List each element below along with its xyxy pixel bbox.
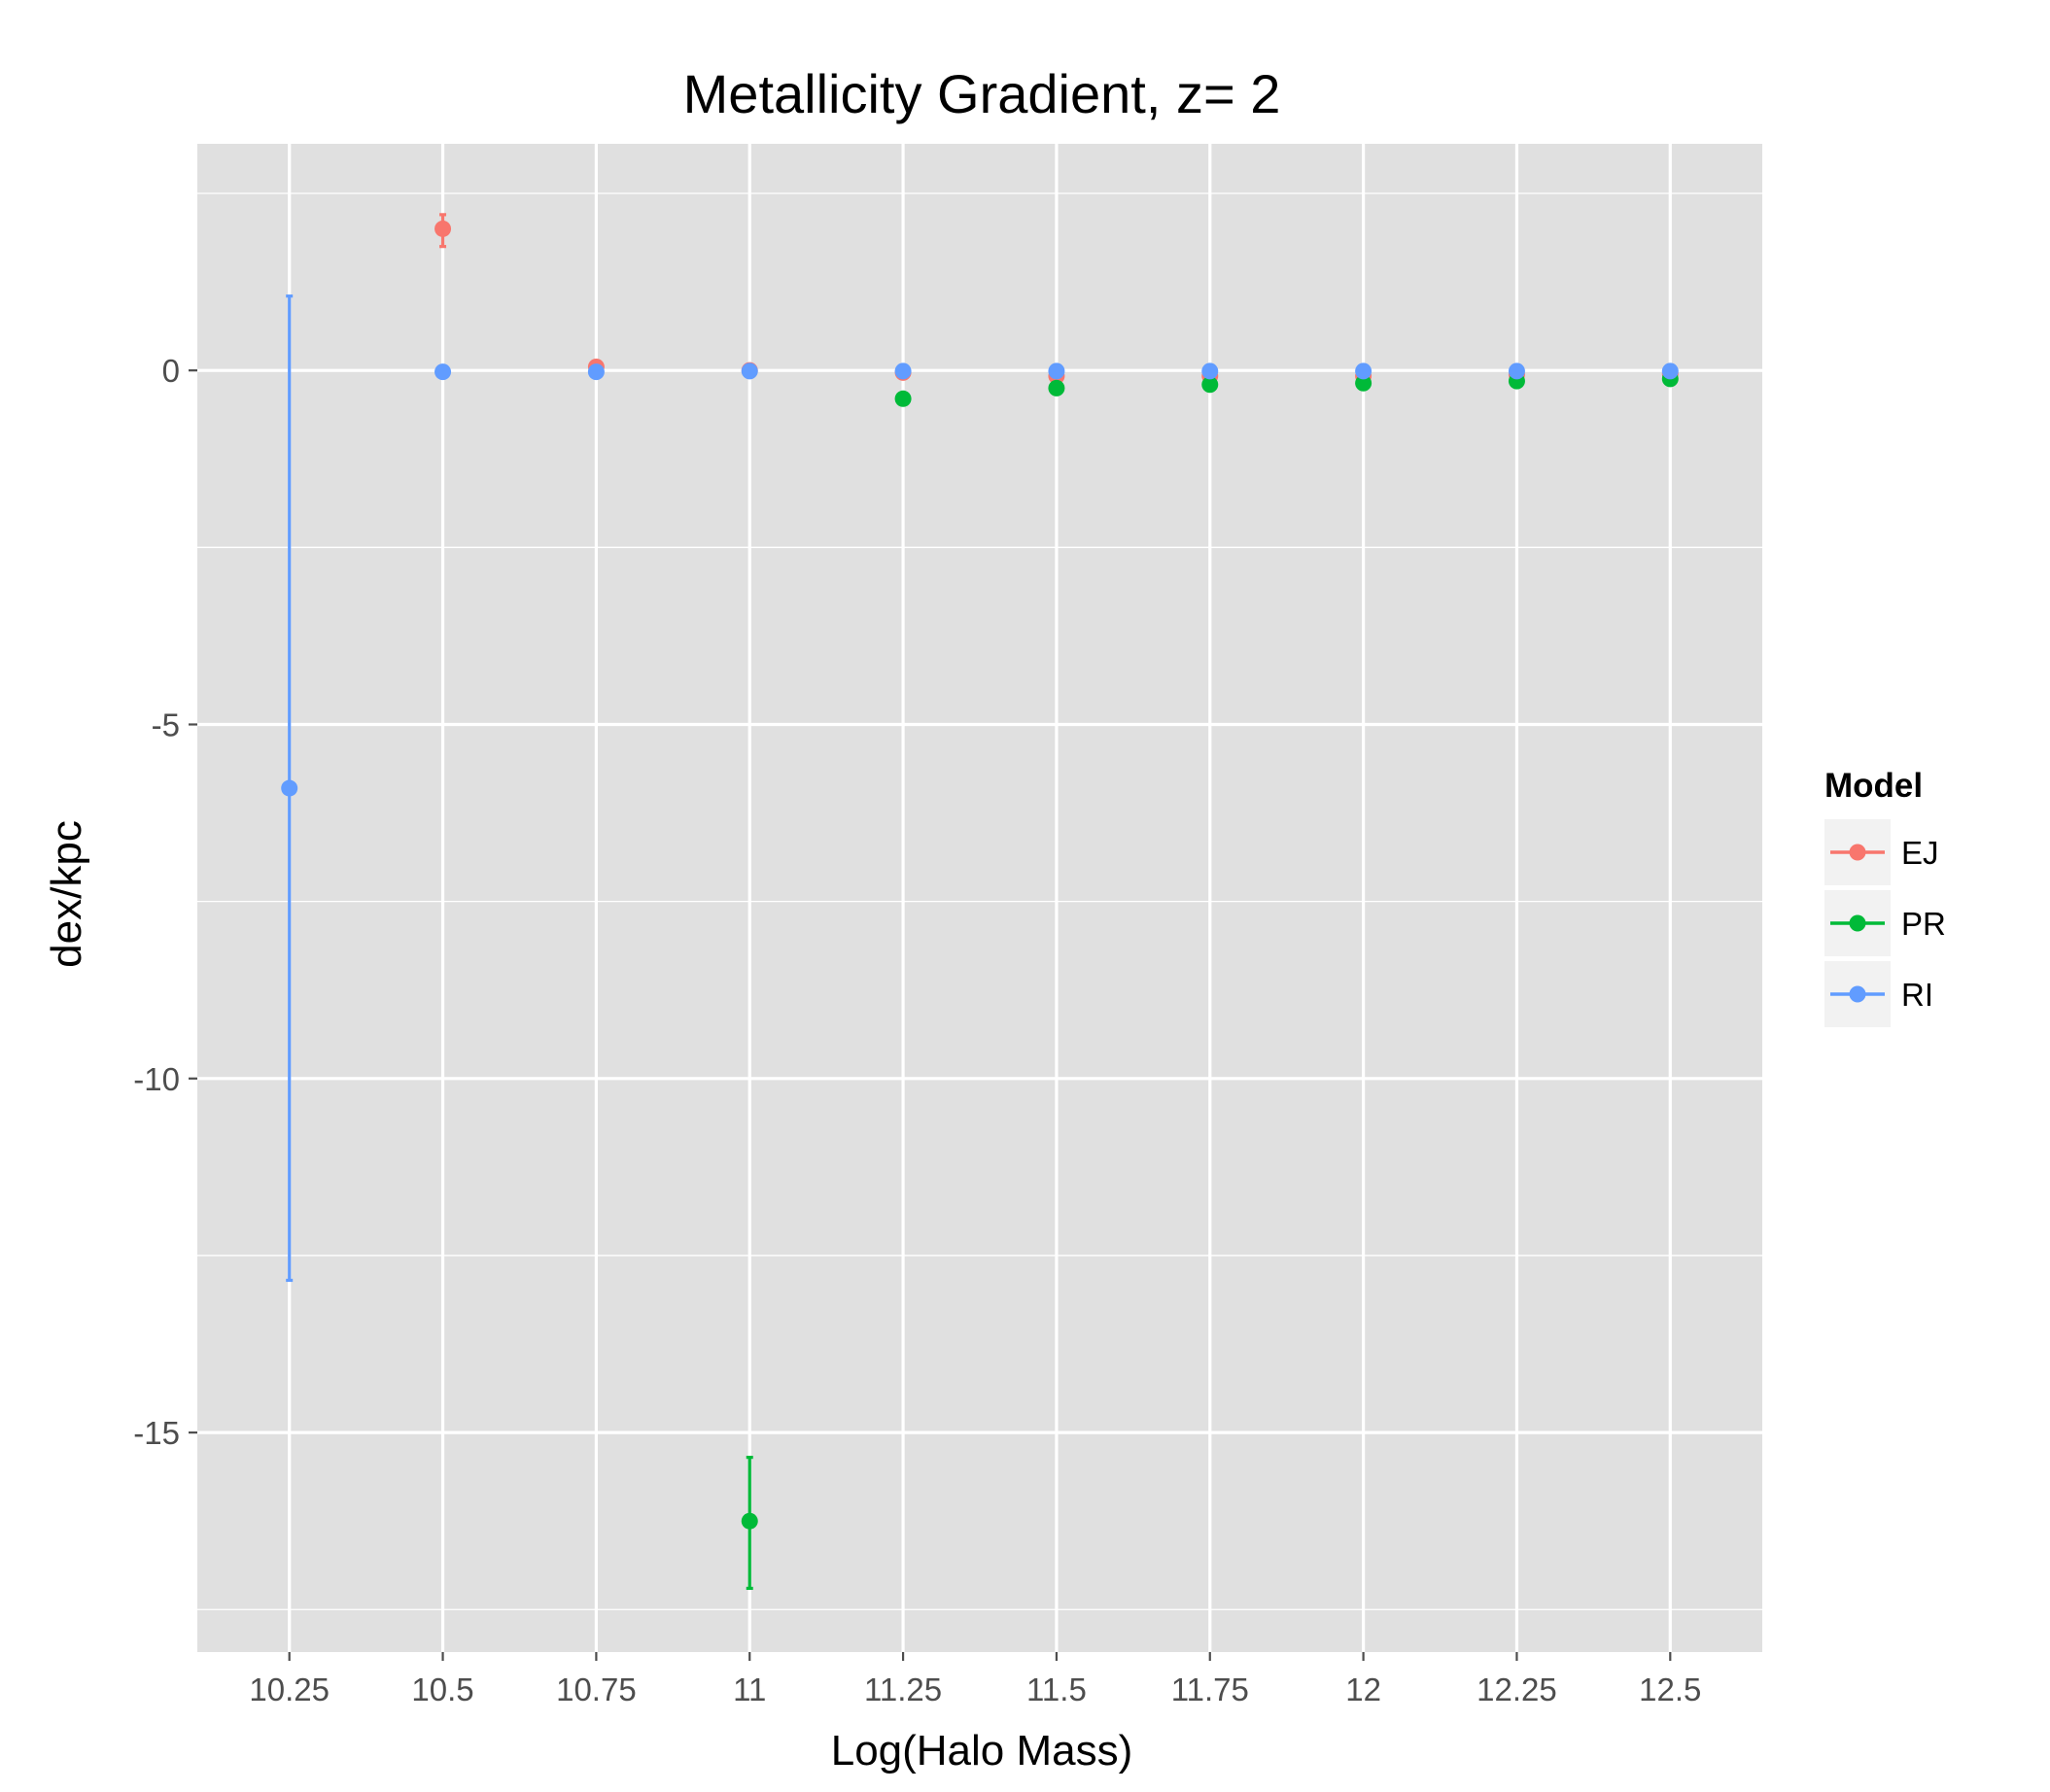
legend-label: PR — [1901, 906, 1946, 942]
data-point-ri — [1355, 362, 1372, 380]
legend: Model EJ PR RI — [1824, 767, 1946, 1027]
legend-label: RI — [1901, 977, 1933, 1013]
panel-background — [197, 144, 1762, 1652]
x-axis-label: Log(Halo Mass) — [831, 1727, 1133, 1775]
x-tick-label: 12.5 — [1639, 1671, 1701, 1707]
x-tick-label: 10.5 — [411, 1671, 473, 1707]
data-point-ri — [1201, 362, 1219, 380]
legend-key-dot — [1849, 844, 1866, 861]
data-point-ej — [434, 220, 452, 237]
y-tick-label: -5 — [152, 706, 180, 742]
data-point-pr — [1201, 376, 1219, 394]
data-point-ri — [894, 362, 912, 380]
data-point-ri — [281, 779, 298, 797]
chart-title: Metallicity Gradient, z= 2 — [683, 63, 1281, 124]
x-tick-label: 11.75 — [1171, 1671, 1249, 1707]
legend-label: EJ — [1901, 835, 1939, 871]
data-point-ri — [587, 363, 605, 381]
data-point-ri — [434, 363, 452, 381]
data-point-ri — [741, 362, 758, 380]
data-point-ri — [1508, 362, 1525, 380]
x-tick-label: 11.25 — [864, 1671, 942, 1707]
x-tick-label: 12 — [1345, 1671, 1381, 1707]
x-tick-label: 12.25 — [1477, 1671, 1557, 1707]
x-tick-label: 11 — [733, 1671, 766, 1707]
data-point-pr — [741, 1512, 758, 1530]
data-point-ri — [1661, 362, 1679, 380]
legend-title: Model — [1824, 767, 1923, 805]
x-tick-label: 11.5 — [1026, 1671, 1087, 1707]
data-point-ri — [1048, 362, 1065, 380]
data-point-pr — [894, 390, 912, 407]
data-point-pr — [1355, 374, 1372, 392]
axes: -15 -10 -5 0 10.25 10.5 10.75 11 11.25 11.5 11.75 1… — [133, 353, 1701, 1707]
legend-key-dot — [1849, 985, 1866, 1003]
data-point-pr — [1048, 379, 1065, 396]
y-tick-label: 0 — [162, 353, 180, 389]
y-axis-label: dex/kpc — [43, 820, 90, 968]
y-tick-label: -10 — [133, 1061, 180, 1097]
legend-key-dot — [1849, 914, 1866, 932]
y-tick-label: -15 — [133, 1415, 180, 1451]
data-marks — [281, 213, 1679, 1591]
x-tick-label: 10.75 — [556, 1671, 637, 1707]
x-tick-label: 10.25 — [249, 1671, 330, 1707]
